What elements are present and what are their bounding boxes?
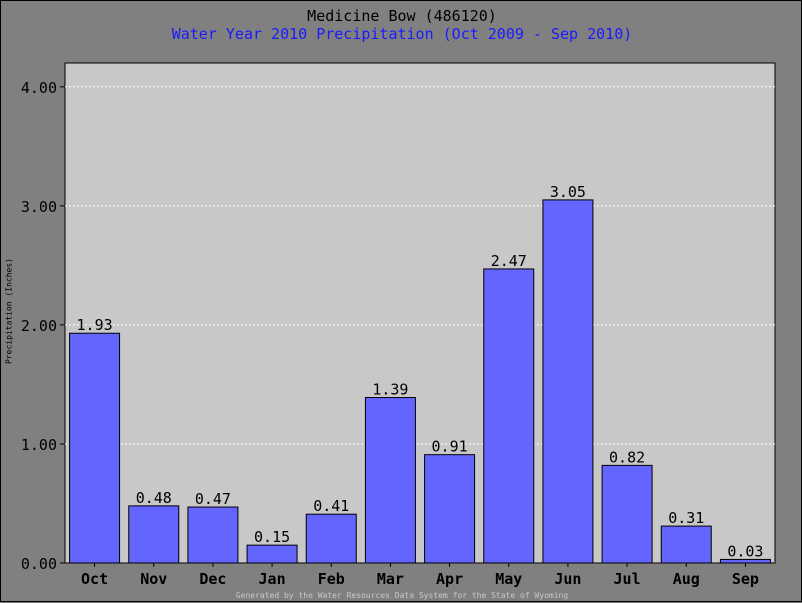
y-tick-label: 4.00	[21, 79, 57, 97]
x-tick-label: Oct	[81, 570, 108, 588]
y-tick-label: 3.00	[21, 198, 57, 216]
plot-area	[64, 62, 776, 564]
x-tick-label: Jun	[554, 570, 581, 588]
data-label: 1.39	[372, 381, 408, 399]
x-tick-label: Mar	[377, 570, 404, 588]
x-tick-label: May	[495, 570, 522, 588]
data-label: 0.82	[609, 448, 645, 466]
chart-subtitle: Water Year 2010 Precipitation (Oct 2009 …	[171, 25, 633, 43]
x-tick-label: Jan	[259, 570, 286, 588]
data-label: 0.03	[727, 542, 763, 560]
data-labels: 1.93 0.48 0.47 0.15 0.41 1.39 0.91 2.47 3.05 0.82…	[77, 183, 764, 561]
data-label: 1.93	[77, 316, 113, 334]
bars	[69, 199, 771, 564]
x-tick-label: Apr	[436, 570, 463, 588]
data-label: 3.05	[550, 183, 586, 201]
x-tick-label: Jul	[614, 570, 641, 588]
bar	[424, 454, 476, 564]
x-tick-label: Nov	[140, 570, 167, 588]
y-tick-label: 2.00	[21, 317, 57, 335]
bar	[542, 199, 594, 564]
y-tick-label: 1.00	[21, 436, 57, 454]
x-tick-label: Feb	[318, 570, 345, 588]
bar	[128, 505, 180, 564]
bar	[305, 513, 357, 564]
x-axis-ticks: Oct Nov Dec Jan Feb Mar Apr May Jun Jul Aug Sep	[81, 563, 759, 588]
bar	[483, 268, 535, 564]
data-label: 0.91	[432, 438, 468, 456]
data-label: 0.15	[254, 528, 290, 546]
data-label: 0.31	[668, 509, 704, 527]
y-tick-label: 0.00	[21, 555, 57, 573]
bar	[246, 544, 298, 564]
x-tick-label: Dec	[199, 570, 226, 588]
bar	[660, 525, 712, 564]
x-tick-label: Aug	[673, 570, 700, 588]
footer-credit: Generated by the Water Resources Data Sy…	[235, 591, 569, 600]
bar	[601, 464, 653, 564]
x-tick-label: Sep	[732, 570, 759, 588]
data-label: 2.47	[491, 252, 527, 270]
bar	[69, 332, 121, 564]
chart-title: Medicine Bow (486120)	[307, 7, 497, 25]
bar	[187, 506, 239, 564]
y-axis-ticks: 0.00 1.00 2.00 3.00 4.00	[21, 79, 65, 573]
bar	[364, 397, 416, 564]
data-label: 0.48	[136, 489, 172, 507]
data-label: 0.41	[313, 497, 349, 515]
data-label: 0.47	[195, 490, 231, 508]
